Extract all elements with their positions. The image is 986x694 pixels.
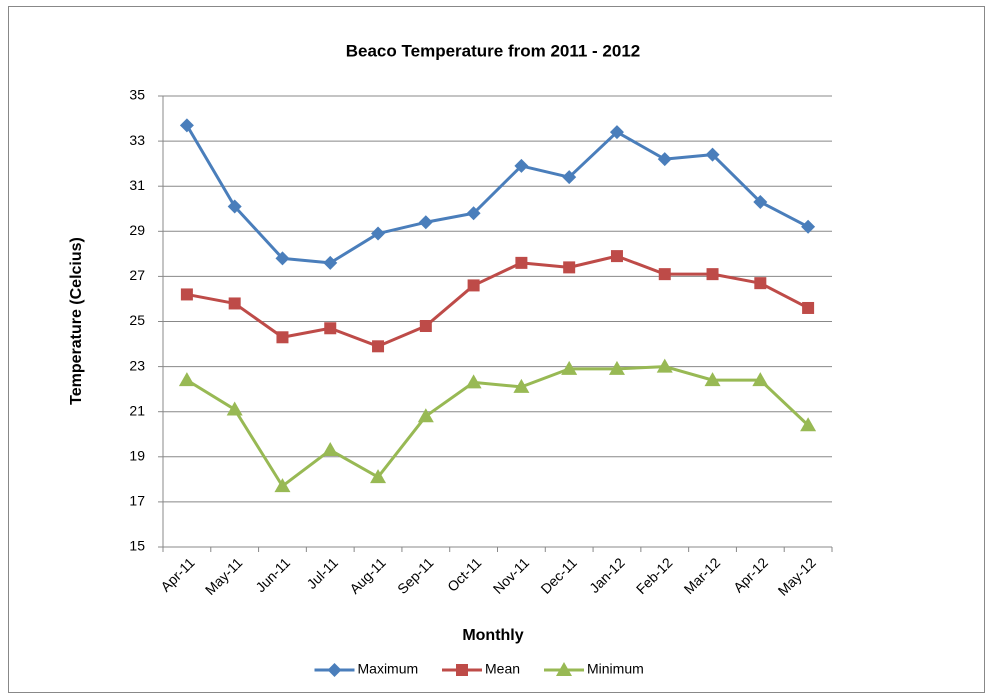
data-point <box>802 301 815 314</box>
y-tick-label: 15 <box>129 538 145 554</box>
y-tick-label: 31 <box>129 177 145 193</box>
data-point <box>754 277 767 290</box>
data-point <box>372 340 385 353</box>
data-point <box>371 226 386 241</box>
y-tick-label: 29 <box>129 222 145 238</box>
legend-marker <box>456 664 468 676</box>
x-axis-title: Monthly <box>462 627 523 644</box>
data-point <box>704 372 721 387</box>
data-point <box>561 360 578 375</box>
y-tick-label: 25 <box>129 312 145 328</box>
data-point <box>467 279 480 292</box>
data-point <box>705 147 720 162</box>
series-line <box>186 254 809 348</box>
data-point <box>466 206 481 221</box>
data-point <box>323 255 338 270</box>
data-point <box>515 256 528 269</box>
y-tick-label: 19 <box>129 448 145 464</box>
y-tick-label: 17 <box>129 493 145 509</box>
data-point <box>228 297 241 310</box>
data-point <box>180 288 193 301</box>
data-point <box>609 125 624 140</box>
data-point <box>563 261 576 274</box>
data-point <box>800 417 817 432</box>
chart-title: Beaco Temperature from 2011 - 2012 <box>346 41 641 60</box>
y-tick-label: 27 <box>129 267 145 283</box>
y-tick-label: 35 <box>129 87 145 103</box>
y-tick-label: 21 <box>129 402 145 418</box>
data-point <box>562 170 577 185</box>
legend-marker <box>327 663 342 677</box>
data-point <box>417 408 434 423</box>
data-point <box>801 219 816 234</box>
data-point <box>370 469 387 484</box>
data-point <box>608 360 625 375</box>
data-point <box>178 372 195 387</box>
y-tick-label: 23 <box>129 357 145 373</box>
series-line <box>186 365 810 488</box>
y-axis-title: Temperature (Celcius) <box>68 237 85 405</box>
data-point <box>753 194 768 209</box>
data-point <box>419 320 432 333</box>
data-point <box>275 251 290 266</box>
chart-border <box>8 6 985 693</box>
data-point <box>514 158 529 173</box>
data-point <box>276 331 289 344</box>
data-point <box>513 378 530 393</box>
data-point <box>657 152 672 167</box>
legend-label: Mean <box>485 661 520 677</box>
data-point <box>418 215 433 230</box>
data-point <box>658 268 671 281</box>
data-point <box>179 118 194 133</box>
data-point <box>324 322 337 335</box>
data-point <box>322 442 339 457</box>
series-line <box>185 124 809 265</box>
y-tick-label: 33 <box>129 132 145 148</box>
legend-label: Minimum <box>587 661 644 677</box>
data-point <box>465 374 482 389</box>
data-point <box>610 250 623 263</box>
legend-marker <box>556 662 572 676</box>
data-point <box>274 478 291 493</box>
data-point <box>226 401 243 416</box>
data-point <box>752 372 769 387</box>
legend-label: Maximum <box>358 661 419 677</box>
data-point <box>227 199 242 214</box>
data-point <box>706 268 719 281</box>
data-point <box>656 358 673 373</box>
